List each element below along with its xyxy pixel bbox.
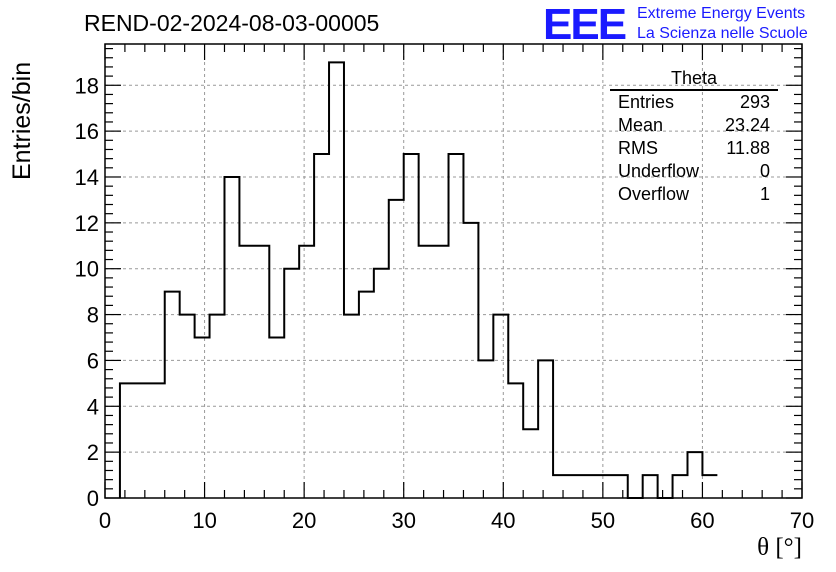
y-tick-label: 10	[75, 257, 99, 282]
stats-label: Overflow	[618, 184, 690, 204]
chart-title: REND-02-2024-08-03-00005	[84, 10, 380, 36]
y-tick-label: 6	[87, 348, 99, 373]
stats-row-entries: Entries 293	[610, 91, 778, 114]
stats-label: RMS	[618, 138, 658, 158]
stats-row-rms: RMS 11.88	[610, 137, 778, 160]
y-tick-label: 12	[75, 211, 99, 236]
plot-frame	[104, 43, 803, 499]
logo-caption-line2: La Scienza nelle Scuole	[637, 25, 808, 42]
eee-logo: EEE	[543, 0, 627, 49]
stats-value: 23.24	[724, 115, 770, 135]
y-tick-label: 16	[75, 119, 99, 144]
x-tick-label: 70	[790, 508, 814, 533]
stats-label: Entries	[618, 92, 675, 112]
x-tick-label: 50	[591, 508, 615, 533]
x-tick-label: 60	[690, 508, 714, 533]
stats-box: Theta Entries 293 Mean 23.24 RMS 11.88 U…	[610, 68, 778, 206]
y-tick-label: 8	[87, 303, 99, 328]
stats-title: Theta	[610, 68, 778, 91]
x-tick-label: 40	[491, 508, 515, 533]
stats-value: 0	[759, 161, 770, 181]
y-tick-label: 2	[87, 440, 99, 465]
x-tick-label: 20	[292, 508, 316, 533]
axis-ticks	[104, 44, 803, 499]
x-axis-label: θ [°]	[757, 534, 802, 561]
stats-value: 1	[759, 184, 770, 204]
logo-caption-line1: Extreme Energy Events	[637, 5, 806, 22]
x-tick-label: 10	[192, 508, 216, 533]
stats-row-overflow: Overflow 1	[610, 183, 778, 206]
y-axis-label: Entries/bin	[8, 61, 36, 180]
x-tick-label: 30	[391, 508, 415, 533]
y-tick-label: 18	[75, 73, 99, 98]
y-tick-label: 14	[75, 165, 99, 190]
stats-label: Underflow	[618, 161, 700, 181]
stats-value: 293	[739, 92, 770, 112]
stats-label: Mean	[618, 115, 664, 135]
stats-row-underflow: Underflow 0	[610, 160, 778, 183]
x-tick-label: 0	[99, 508, 111, 533]
stats-row-mean: Mean 23.24	[610, 114, 778, 137]
logo-caption: Extreme Energy Events La Scienza nelle S…	[637, 4, 808, 44]
histogram-outline	[118, 61, 718, 499]
y-tick-label: 4	[87, 394, 99, 419]
y-tick-label: 0	[87, 486, 99, 511]
stats-value: 11.88	[726, 138, 770, 158]
